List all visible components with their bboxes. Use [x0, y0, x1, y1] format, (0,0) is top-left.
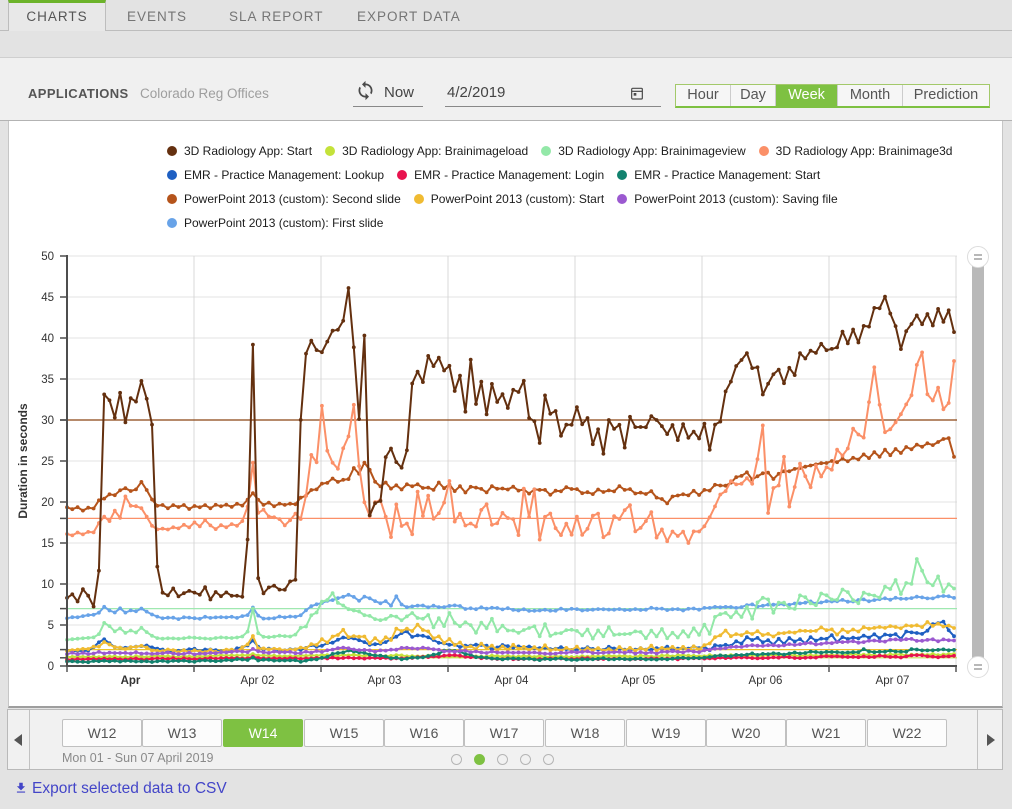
- svg-text:Apr: Apr: [121, 675, 141, 687]
- svg-text:15: 15: [41, 538, 54, 550]
- svg-text:Apr 06: Apr 06: [749, 675, 783, 687]
- svg-text:40: 40: [41, 333, 54, 345]
- svg-text:Apr 03: Apr 03: [368, 675, 402, 687]
- svg-text:Apr 02: Apr 02: [241, 675, 275, 687]
- svg-text:Duration in seconds: Duration in seconds: [16, 403, 30, 519]
- svg-text:Apr 04: Apr 04: [495, 675, 529, 687]
- svg-text:20: 20: [41, 497, 54, 509]
- svg-text:5: 5: [48, 620, 54, 632]
- svg-text:Apr 07: Apr 07: [876, 675, 910, 687]
- svg-text:30: 30: [41, 415, 54, 427]
- svg-text:50: 50: [41, 251, 54, 263]
- svg-text:35: 35: [41, 374, 54, 386]
- svg-text:10: 10: [41, 579, 54, 591]
- svg-text:0: 0: [48, 661, 54, 673]
- svg-text:25: 25: [41, 456, 54, 468]
- svg-text:Apr 05: Apr 05: [622, 675, 656, 687]
- svg-text:45: 45: [41, 292, 54, 304]
